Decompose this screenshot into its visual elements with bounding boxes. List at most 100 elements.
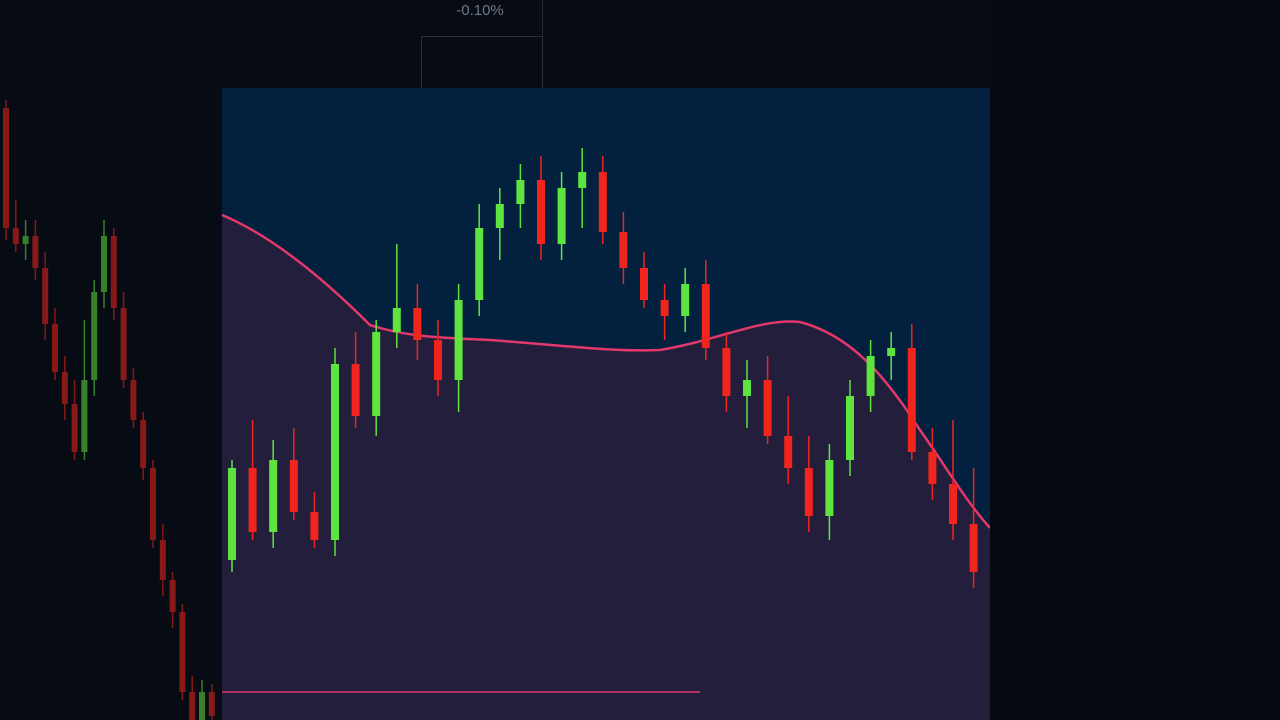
background-candle xyxy=(189,676,196,720)
candle xyxy=(969,468,978,588)
candle-body xyxy=(392,308,401,332)
measure-percent-label: -0.10% xyxy=(456,2,504,19)
candle xyxy=(660,284,669,340)
background-candle xyxy=(91,280,98,396)
candle xyxy=(619,212,628,284)
candle-body xyxy=(578,172,587,188)
background-chart xyxy=(3,100,215,720)
candle-body xyxy=(743,380,751,396)
candle-body xyxy=(289,460,298,512)
candle xyxy=(640,252,648,308)
candle-body xyxy=(150,468,156,540)
candle xyxy=(289,428,298,520)
candle-body xyxy=(598,172,607,232)
candle xyxy=(495,188,504,260)
background-candle xyxy=(101,220,107,308)
candle xyxy=(949,420,957,540)
candle-body xyxy=(310,512,319,540)
candle xyxy=(784,396,793,484)
candle xyxy=(228,460,236,572)
candlestick-series xyxy=(228,148,978,588)
candle-body xyxy=(199,692,205,720)
background-candle xyxy=(110,228,117,320)
candle-body xyxy=(413,308,422,340)
candle-body xyxy=(169,580,176,612)
candle-body xyxy=(537,180,545,244)
candle xyxy=(372,320,381,436)
candle-body xyxy=(179,612,186,692)
candle xyxy=(557,172,566,260)
candle-body xyxy=(784,436,793,468)
candle-body xyxy=(866,356,875,396)
background-candle xyxy=(52,308,58,380)
candle-body xyxy=(434,340,442,380)
background-candle xyxy=(120,292,127,388)
candle-body xyxy=(130,380,137,420)
candle-body xyxy=(454,300,463,380)
candle-body xyxy=(887,348,896,356)
candle xyxy=(846,380,854,476)
candle-body xyxy=(516,180,525,204)
measure-tool-box[interactable] xyxy=(421,36,543,88)
candle xyxy=(578,148,587,228)
candle xyxy=(516,164,525,228)
background-candle xyxy=(150,460,156,548)
candle-body xyxy=(351,364,360,416)
candle-body xyxy=(907,348,916,452)
background-candle xyxy=(130,368,137,428)
candle xyxy=(928,428,937,500)
candle-body xyxy=(91,292,98,380)
candle-body xyxy=(825,460,834,516)
background-candle xyxy=(61,356,68,420)
candle xyxy=(681,268,690,332)
candle xyxy=(475,204,484,316)
candle-body xyxy=(701,284,710,348)
candle-body xyxy=(331,364,339,540)
candle-body xyxy=(159,540,166,580)
candle-body xyxy=(22,236,29,244)
candle xyxy=(701,260,710,360)
candle-body xyxy=(52,324,58,372)
candle-body xyxy=(475,228,484,300)
background-candle xyxy=(3,100,9,240)
candle-body xyxy=(804,468,813,516)
candle-body xyxy=(969,524,978,572)
candle xyxy=(763,356,772,444)
background-candle xyxy=(179,604,186,700)
candle xyxy=(331,348,339,556)
background-candle xyxy=(81,320,88,460)
candle-body xyxy=(120,308,127,380)
candle-body xyxy=(3,108,9,228)
background-candle xyxy=(140,412,147,480)
candle-body xyxy=(248,468,257,532)
candle-body xyxy=(110,236,117,308)
candle xyxy=(537,156,545,260)
background-candle xyxy=(159,524,166,596)
candle xyxy=(743,360,751,428)
candle-body xyxy=(660,300,669,316)
candle-body xyxy=(928,452,937,484)
candle xyxy=(887,332,896,380)
candle-body xyxy=(81,380,88,452)
candle xyxy=(454,284,463,412)
candle-body xyxy=(846,396,854,460)
candle xyxy=(413,284,422,360)
candle-body xyxy=(189,692,196,720)
candle xyxy=(866,340,875,412)
candle xyxy=(248,420,257,540)
candle xyxy=(907,324,916,460)
background-candle xyxy=(12,200,19,252)
candle-body xyxy=(640,268,648,300)
background-candle xyxy=(22,220,29,260)
candle-body xyxy=(681,284,690,316)
background-candle xyxy=(32,220,39,280)
candle xyxy=(598,156,607,244)
candle-body xyxy=(32,236,39,268)
background-candle xyxy=(208,684,215,720)
background-candle xyxy=(42,252,49,340)
candle-body xyxy=(101,236,107,292)
candle-body xyxy=(557,188,566,244)
candle xyxy=(310,492,319,548)
background-candle xyxy=(71,380,78,460)
